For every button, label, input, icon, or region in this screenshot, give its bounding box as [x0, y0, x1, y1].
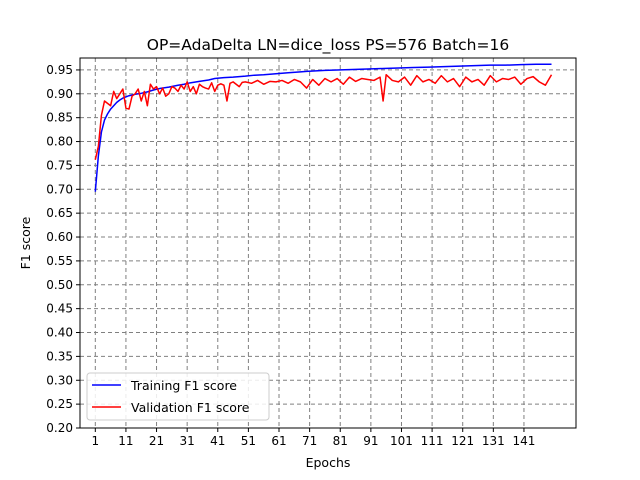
y-tick-label: 0.75: [46, 158, 73, 172]
x-axis-label: Epochs: [306, 455, 351, 470]
y-tick-label: 0.80: [46, 135, 73, 149]
x-tick-label: 141: [512, 434, 535, 448]
x-tick-label: 31: [180, 434, 195, 448]
series-line-validation: [94, 73, 553, 160]
x-tick-label: 11: [118, 434, 133, 448]
y-tick-label: 0.85: [46, 111, 73, 125]
y-tick-label: 0.40: [46, 326, 73, 340]
series-line-training: [94, 63, 552, 192]
y-axis-ticks: 0.20 0.25 0.30 0.35 0.40 0.45 0.50 0.55 0.60 0.65…: [46, 63, 80, 435]
legend-label-validation: Validation F1 score: [131, 400, 250, 415]
x-tick-label: 111: [421, 434, 444, 448]
x-tick-label: 71: [302, 434, 317, 448]
x-tick-label: 51: [241, 434, 256, 448]
y-tick-label: 0.35: [46, 349, 73, 363]
x-tick-label: 1: [91, 434, 99, 448]
x-tick-label: 91: [363, 434, 378, 448]
y-tick-label: 0.65: [46, 206, 73, 220]
y-tick-label: 0.30: [46, 373, 73, 387]
x-tick-label: 131: [482, 434, 505, 448]
x-tick-label: 121: [451, 434, 474, 448]
data-lines: [94, 63, 553, 192]
legend-box: [86, 372, 270, 421]
y-tick-label: 0.25: [46, 397, 73, 411]
plot-frame: [79, 57, 577, 429]
y-tick-label: 0.70: [46, 182, 73, 196]
y-tick-label: 0.60: [46, 230, 73, 244]
y-tick-label: 0.95: [46, 63, 73, 77]
y-tick-label: 0.55: [46, 254, 73, 268]
x-tick-label: 41: [210, 434, 225, 448]
x-tick-label: 81: [333, 434, 348, 448]
x-tick-label: 101: [390, 434, 413, 448]
y-tick-label: 0.45: [46, 302, 73, 316]
y-tick-label: 0.20: [46, 421, 73, 435]
x-tick-label: 61: [271, 434, 286, 448]
chart-title: OP=AdaDelta LN=dice_loss PS=576 Batch=16: [147, 36, 509, 55]
x-axis-ticks: 1 11 21 31 41 51 61 71 81 91 101 111 121 131 141: [91, 428, 535, 448]
y-tick-label: 0.50: [46, 278, 73, 292]
legend-label-training: Training F1 score: [130, 378, 237, 393]
legend: Training F1 score Validation F1 score: [86, 372, 270, 421]
y-tick-label: 0.90: [46, 87, 73, 101]
y-axis-label: F1 score: [18, 216, 33, 269]
x-tick-label: 21: [149, 434, 164, 448]
